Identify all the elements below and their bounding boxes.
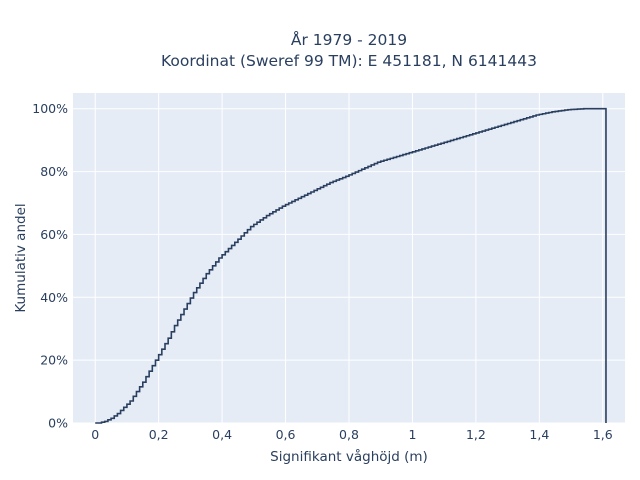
y-tick-label: 60% — [40, 227, 68, 242]
x-tick-label: 0 — [91, 427, 99, 442]
x-axis-label: Signifikant våghöjd (m) — [270, 448, 428, 465]
y-tick-label: 80% — [40, 164, 68, 179]
y-axis-label: Kumulativ andel — [13, 203, 29, 312]
x-tick-label: 0,8 — [339, 427, 359, 442]
y-tick-label: 0% — [48, 416, 68, 431]
y-tick-label: 40% — [40, 290, 68, 305]
series-layer — [95, 107, 607, 424]
grid — [73, 93, 625, 424]
x-tick-label: 1,4 — [529, 427, 549, 442]
x-tick-label: 1,2 — [466, 427, 486, 442]
x-tick-label: 0,6 — [276, 427, 296, 442]
y-tick-labels: 0% 20% 40% 60% 80% 100% — [32, 101, 68, 430]
x-tick-label: 0,4 — [212, 427, 232, 442]
series-line — [95, 107, 607, 424]
x-tick-labels: 0 0,2 0,4 0,6 0,8 1 1,2 1,4 1,6 — [91, 427, 613, 442]
x-tick-label: 0,2 — [149, 427, 169, 442]
x-tick-label: 1 — [408, 427, 416, 442]
chart-title-line2: Koordinat (Sweref 99 TM): E 451181, N 61… — [161, 52, 537, 70]
x-tick-label: 1,6 — [593, 427, 613, 442]
y-tick-label: 20% — [40, 353, 68, 368]
chart-title-line1: År 1979 - 2019 — [291, 30, 407, 49]
y-tick-label: 100% — [32, 101, 68, 116]
